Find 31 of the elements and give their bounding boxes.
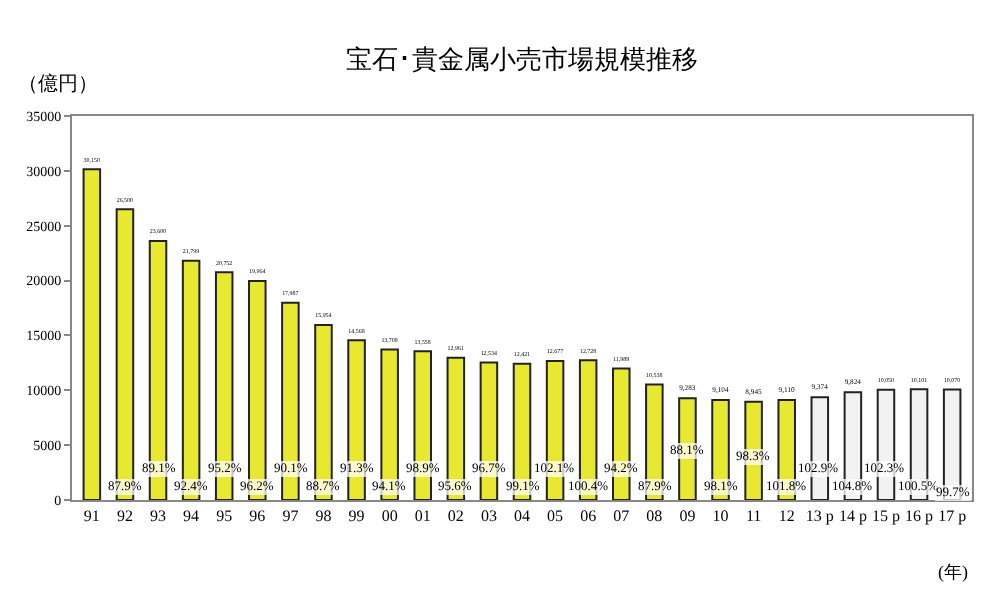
bar	[82, 168, 102, 500]
x-tick-label: 01	[414, 507, 431, 526]
x-tick-label: 08	[646, 507, 663, 526]
x-tick-label: 93	[150, 507, 167, 526]
x-tick-label: 13 p	[805, 507, 834, 526]
x-tick-label: 00	[381, 507, 398, 526]
x-tick-label: 99	[348, 507, 365, 526]
x-tick-label: 11	[745, 507, 762, 526]
y-axis-title: （億円）	[18, 72, 98, 96]
x-tick-label: 03	[480, 507, 497, 526]
x-tick-label: 07	[613, 507, 630, 526]
x-tick-label: 16 p	[905, 507, 934, 526]
x-tick-label: 04	[514, 507, 530, 526]
x-tick-label: 97	[282, 507, 299, 526]
x-tick-label: 09	[679, 507, 696, 526]
x-tick-label: 10	[712, 507, 729, 526]
x-tick-label: 12	[778, 507, 795, 526]
x-tick-label: 14 p	[838, 507, 867, 526]
x-axis-title: (年)	[938, 562, 968, 582]
x-tick-label: 94	[183, 507, 200, 526]
x-tick-label: 02	[447, 507, 464, 526]
x-tick-label: 17 p	[938, 507, 967, 526]
chart-title: 宝石･貴金属小売市場規模推移	[346, 44, 698, 76]
x-tick-label: 96	[249, 507, 266, 526]
x-tick-label: 06	[580, 507, 597, 526]
x-tick-label: 98	[315, 507, 332, 526]
x-tick-label: 91	[83, 507, 100, 526]
x-tick-label: 05	[547, 507, 564, 526]
x-tick-label: 95	[216, 507, 233, 526]
x-tick-label: 92	[116, 507, 133, 526]
x-tick-label: 15 p	[871, 507, 900, 526]
